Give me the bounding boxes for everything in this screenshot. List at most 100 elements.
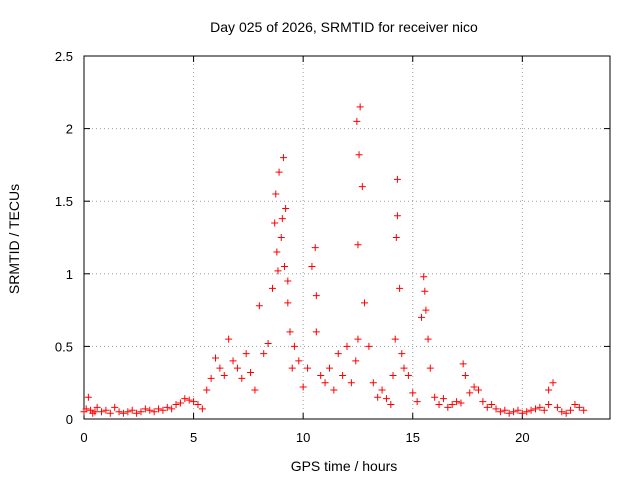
data-point xyxy=(282,204,290,212)
data-point xyxy=(393,175,401,183)
data-point xyxy=(353,117,361,125)
data-point xyxy=(150,408,158,416)
data-points xyxy=(80,103,588,417)
data-point xyxy=(488,400,496,408)
data-point xyxy=(308,263,316,271)
data-point xyxy=(295,357,303,365)
data-point xyxy=(273,248,281,256)
data-point xyxy=(311,244,319,252)
data-point xyxy=(553,403,561,411)
data-point xyxy=(98,408,106,416)
data-point xyxy=(146,406,154,414)
data-point xyxy=(242,350,250,358)
data-point xyxy=(347,379,355,387)
data-point xyxy=(284,299,292,307)
data-point xyxy=(181,395,189,403)
data-point xyxy=(286,328,294,336)
plot-frame xyxy=(83,55,611,420)
data-point xyxy=(431,393,439,401)
data-point xyxy=(355,151,363,159)
chart-title: Day 025 of 2026, SRMTID for receiver nic… xyxy=(210,19,478,35)
data-point xyxy=(409,389,417,397)
data-point xyxy=(470,383,478,391)
data-point xyxy=(255,302,263,310)
x-axis-title: GPS time / hours xyxy=(291,458,398,474)
data-point xyxy=(124,408,132,416)
data-point xyxy=(496,408,504,416)
data-point xyxy=(133,409,141,417)
data-point xyxy=(575,403,583,411)
data-point xyxy=(299,383,307,391)
data-point xyxy=(374,393,382,401)
data-point xyxy=(505,409,513,417)
data-point xyxy=(358,183,366,191)
data-point xyxy=(111,403,119,411)
data-point xyxy=(268,284,276,292)
data-point xyxy=(141,405,149,413)
data-point xyxy=(168,405,176,413)
data-point xyxy=(172,400,180,408)
x-tick-label: 10 xyxy=(296,430,310,445)
data-point xyxy=(312,292,320,300)
data-point xyxy=(279,154,287,162)
y-tick-label: 0.5 xyxy=(55,339,73,354)
data-point xyxy=(396,284,404,292)
data-point xyxy=(501,406,509,414)
data-point xyxy=(288,364,296,372)
y-axis-title: SRMTID / TECUs xyxy=(6,184,22,294)
data-point xyxy=(190,398,198,406)
data-point xyxy=(483,403,491,411)
data-point xyxy=(389,371,397,379)
data-point xyxy=(155,405,163,413)
data-point xyxy=(321,379,329,387)
data-point xyxy=(264,339,272,347)
data-point xyxy=(369,379,377,387)
data-point xyxy=(422,306,430,314)
data-point xyxy=(115,408,123,416)
data-point xyxy=(453,398,461,406)
data-point xyxy=(492,405,500,413)
data-point xyxy=(387,400,395,408)
data-point xyxy=(198,405,206,413)
data-point xyxy=(93,403,101,411)
data-point xyxy=(466,389,474,397)
y-tick-label: 2.5 xyxy=(55,49,73,64)
data-point xyxy=(398,350,406,358)
data-point xyxy=(400,364,408,372)
data-point xyxy=(426,364,434,372)
data-point xyxy=(545,386,553,394)
data-point xyxy=(317,371,325,379)
data-point xyxy=(325,364,333,372)
data-point xyxy=(365,342,373,350)
data-point xyxy=(312,328,320,336)
data-point xyxy=(444,403,452,411)
y-tick-label: 2 xyxy=(66,122,73,137)
data-point xyxy=(459,360,467,368)
data-point xyxy=(421,287,429,295)
data-point xyxy=(260,350,268,358)
data-point xyxy=(354,335,362,343)
data-point xyxy=(391,335,399,343)
data-point xyxy=(424,335,432,343)
axis-ticks: 0 0.5 1 1.5 2 2.5 0 5 10 15 20 xyxy=(55,49,610,445)
data-point xyxy=(356,103,364,111)
grid-lines xyxy=(84,56,610,419)
data-point xyxy=(558,408,566,416)
data-point xyxy=(540,406,548,414)
data-point xyxy=(229,357,237,365)
data-point xyxy=(382,395,390,403)
data-point xyxy=(247,369,255,377)
data-point xyxy=(163,403,171,411)
y-tick-label: 0 xyxy=(66,412,73,427)
data-point xyxy=(159,406,167,414)
data-point xyxy=(271,219,279,227)
data-point xyxy=(194,400,202,408)
data-point xyxy=(435,400,443,408)
data-point xyxy=(238,374,246,382)
data-point xyxy=(102,406,110,414)
data-point xyxy=(91,408,99,416)
data-point xyxy=(251,386,259,394)
x-tick-label: 20 xyxy=(515,430,529,445)
data-point xyxy=(439,395,447,403)
